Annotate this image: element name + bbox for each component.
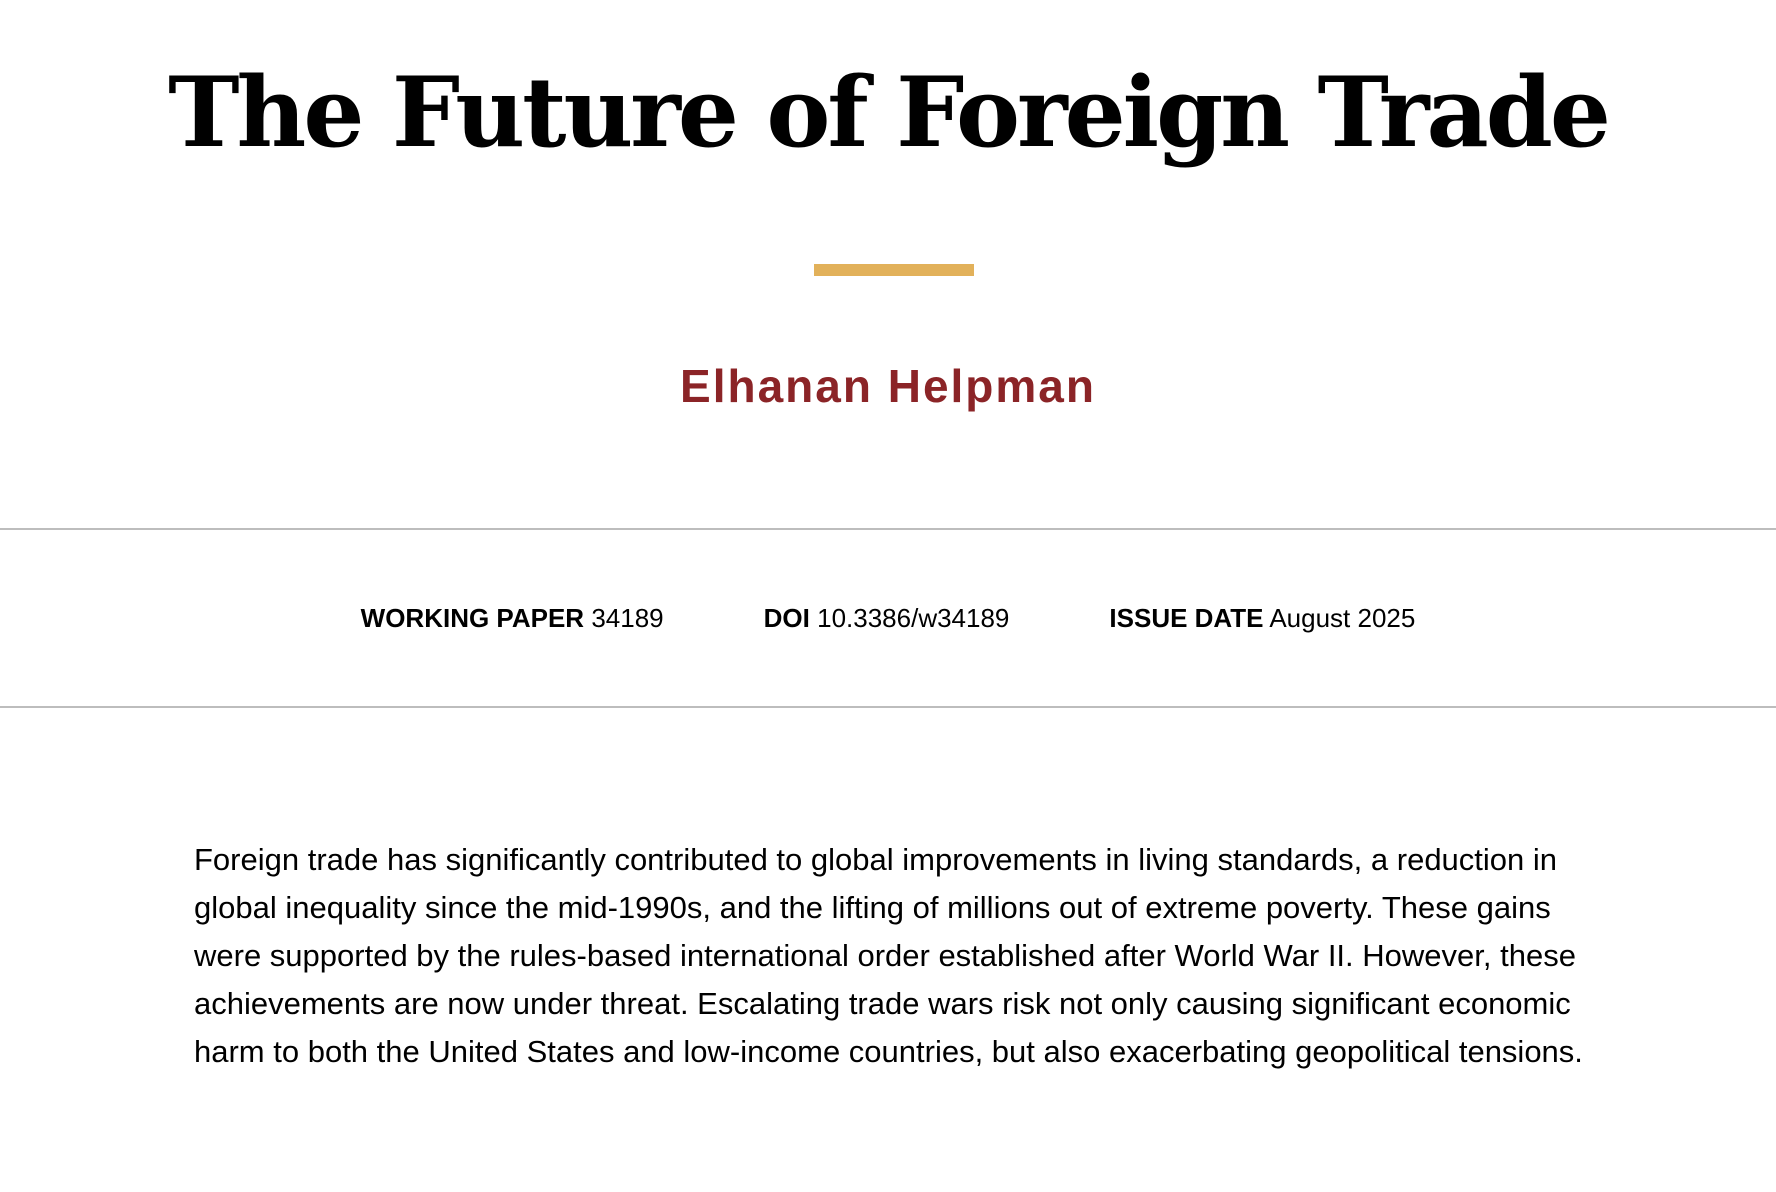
paper-meta: WORKING PAPER 34189 DOI 10.3386/w34189 I… bbox=[0, 600, 1776, 636]
issue-date-label: ISSUE DATE bbox=[1109, 603, 1264, 633]
doi-label: DOI bbox=[763, 603, 810, 633]
meta-divider-bottom bbox=[0, 706, 1776, 708]
issue-date-meta: ISSUE DATE August 2025 bbox=[1109, 600, 1415, 636]
meta-divider-top bbox=[0, 528, 1776, 530]
doi-meta: DOI 10.3386/w34189 bbox=[764, 600, 1010, 636]
page-title: The Future of Foreign Trade bbox=[168, 56, 1611, 169]
author-link[interactable]: Elhanan Helpman bbox=[680, 360, 1096, 412]
title-accent-bar bbox=[814, 264, 974, 276]
issue-date-value: August 2025 bbox=[1269, 603, 1416, 633]
doi-value[interactable]: 10.3386/w34189 bbox=[817, 603, 1010, 633]
abstract-text: Foreign trade has significantly contribu… bbox=[194, 842, 1583, 1069]
working-paper-label: WORKING PAPER bbox=[360, 603, 585, 633]
working-paper-number: 34189 bbox=[591, 603, 664, 633]
working-paper-meta: WORKING PAPER 34189 bbox=[361, 600, 664, 636]
